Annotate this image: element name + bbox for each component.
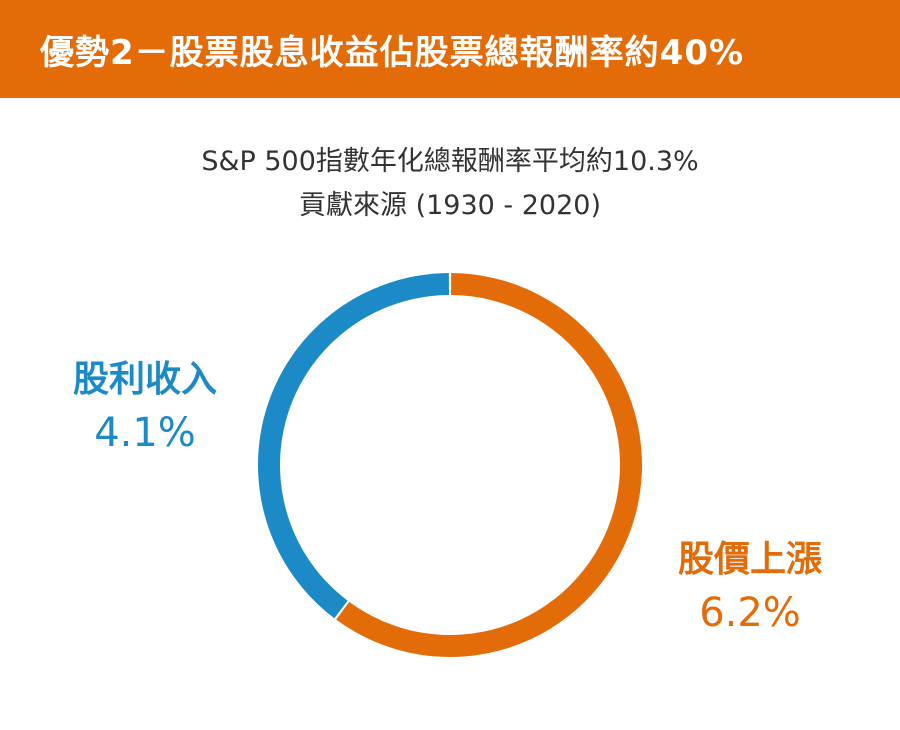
chart-title-line2: 貢獻來源 (1930 - 2020) bbox=[299, 190, 601, 221]
slice-value-dividend: 4.1% bbox=[94, 410, 196, 456]
slice-name-price: 股價上漲 bbox=[677, 539, 822, 580]
slice-label-dividend: 股利收入 4.1% bbox=[55, 355, 235, 461]
chart-title-line1: S&P 500指數年化總報酬率平均約10.3% bbox=[201, 146, 699, 177]
donut-slices bbox=[258, 273, 642, 657]
slice-name-dividend: 股利收入 bbox=[72, 359, 217, 400]
slice-price bbox=[336, 273, 642, 657]
slice-value-price: 6.2% bbox=[699, 590, 801, 636]
header-banner: 優勢2－股票股息收益佔股票總報酬率約40% bbox=[0, 0, 900, 98]
chart-title: S&P 500指數年化總報酬率平均約10.3% 貢獻來源 (1930 - 202… bbox=[0, 140, 900, 228]
slice-dividend bbox=[258, 273, 449, 619]
header-title: 優勢2－股票股息收益佔股票總報酬率約40% bbox=[40, 32, 745, 73]
slice-label-price: 股價上漲 6.2% bbox=[655, 535, 845, 641]
